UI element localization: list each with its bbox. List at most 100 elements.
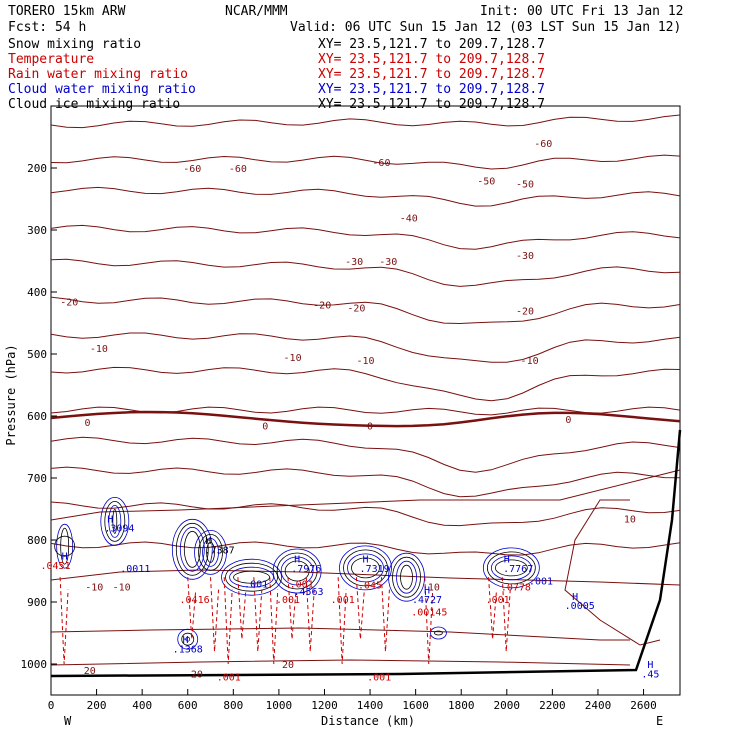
rain-contour (488, 577, 498, 640)
x-tick-label: 200 (87, 699, 107, 712)
cloud-label: H (424, 586, 430, 597)
x-tick-label: 1200 (311, 699, 338, 712)
cloud-contour (490, 555, 532, 581)
cloud-label: H (362, 555, 368, 566)
isotherm (50, 154, 681, 170)
cloud-label: .001 (331, 595, 355, 606)
cloud-label: H (205, 536, 211, 547)
temperature-label: -50 (477, 176, 495, 187)
temperature-label: 0 (262, 421, 268, 432)
temperature-label: -20 (60, 297, 78, 308)
cloud-contour (179, 526, 205, 572)
temperature-contours (50, 114, 681, 666)
cloud-contour (185, 636, 191, 642)
x-tick-label: 2600 (630, 699, 657, 712)
x-axis-label: Distance (km) (321, 714, 415, 728)
cloud-label: H (107, 514, 113, 525)
legend-label: Snow mixing ratio (8, 37, 141, 52)
model-title: TORERO 15km ARW (8, 4, 126, 19)
cloud-contour (229, 566, 274, 588)
temperature-label: -60 (229, 164, 247, 175)
x-tick-label: 2000 (494, 699, 521, 712)
cloud-contour (221, 558, 282, 596)
rain-contour (269, 577, 279, 665)
isotherm (50, 659, 631, 666)
rain-contour (210, 577, 220, 652)
cloud-contour (54, 535, 76, 557)
legend-xy: XY= 23.5,121.7 to 209.7,128.7 (318, 97, 545, 112)
y-tick-label: 600 (27, 410, 47, 423)
temperature-label: -40 (400, 214, 418, 225)
isotherm (50, 224, 681, 250)
legend-label: Cloud water mixing ratio (8, 82, 196, 97)
temperature-label: 20 (191, 669, 203, 680)
cloud-label: .4563 (293, 587, 323, 598)
cloud-contour (388, 552, 425, 602)
cloud-contour (400, 564, 413, 590)
legend: Snow mixing ratio XY= 23.5,121.7 to 209.7… (8, 37, 545, 112)
temperature-label: -60 (372, 158, 390, 169)
isotherm (50, 114, 681, 129)
rain-contour (253, 577, 263, 652)
x-tick-label: 1000 (266, 699, 293, 712)
isotherm (50, 366, 681, 402)
cloud-label: .001 (367, 672, 391, 683)
temperature-label: -20 (313, 300, 331, 311)
temperature-label: -10 (521, 356, 539, 367)
valid-time: Valid: 06 UTC Sun 15 Jan 12 (03 LST Sun … (290, 20, 681, 35)
cloud-contour (233, 570, 270, 584)
cloud-label: H (647, 660, 653, 671)
cloud-label: .7319 (360, 564, 390, 575)
isotherm (50, 501, 681, 527)
rain-contour (59, 577, 69, 665)
freezing-line (50, 410, 681, 428)
temperature-label: -10 (85, 583, 103, 594)
x-tick-label: 800 (223, 699, 243, 712)
isotherm (50, 627, 630, 641)
cloud-contour (351, 557, 380, 579)
y-tick-label: 200 (27, 162, 47, 175)
legend-xy: XY= 23.5,121.7 to 209.7,128.7 (318, 52, 545, 67)
temperature-label: 0 (565, 415, 571, 426)
temperature-label: -10 (284, 353, 302, 364)
cloud-contour (392, 556, 421, 598)
cloud-contour (430, 626, 447, 640)
cloud-contour (175, 522, 209, 576)
cloud-label: .001 (290, 579, 314, 590)
cloud-contour (280, 556, 314, 586)
temperature-label: 0 (84, 418, 90, 429)
cloud-label: .0416 (180, 595, 210, 606)
init-time: Init: 00 UTC Fri 13 Jan 12 (480, 4, 684, 19)
cloud-label: .4727 (412, 595, 442, 606)
y-tick-label: 400 (27, 286, 47, 299)
cloud-contour (225, 562, 278, 592)
cloud-label: H (294, 555, 300, 566)
x-tick-label: 2200 (539, 699, 566, 712)
cloud-label: H (504, 555, 510, 566)
cloud-contour (206, 542, 215, 563)
y-tick-label: 900 (27, 596, 47, 609)
cloud-label: H (572, 592, 578, 603)
isotherm (564, 499, 661, 646)
rain-contours (59, 577, 511, 665)
cloud-contour (108, 505, 122, 538)
terrain-line (50, 429, 682, 678)
rain-contour (380, 577, 390, 652)
cloud-contour (100, 497, 130, 546)
cloud-label: .3094 (104, 524, 134, 535)
cloud-label: H (62, 552, 68, 563)
isotherm (50, 186, 681, 207)
temperature-label: -20 (516, 307, 534, 318)
plot-frame (50, 105, 681, 696)
legend-label: Cloud ice mixing ratio (8, 97, 180, 112)
y-tick-label: 700 (27, 472, 47, 485)
cloud-contour (183, 530, 201, 568)
rain-contour (305, 577, 315, 652)
temperature-label: -60 (183, 164, 201, 175)
cloud-contour (202, 538, 219, 567)
cloud-label: .7976 (291, 564, 321, 575)
temperature-label: -30 (345, 257, 363, 268)
isotherm (50, 541, 681, 556)
rain-contour (223, 577, 233, 665)
